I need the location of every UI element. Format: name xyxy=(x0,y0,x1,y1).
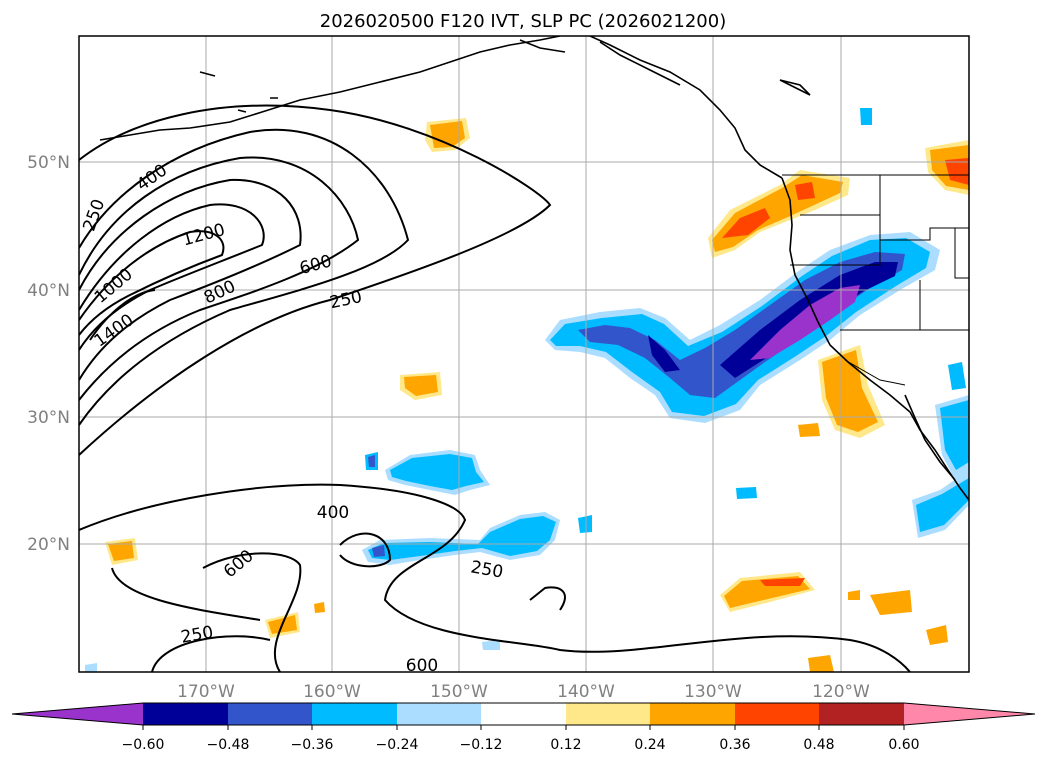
lat-label-50n: 50°N xyxy=(27,153,70,173)
contour-label: 600 xyxy=(406,656,438,676)
colorbar-segment xyxy=(312,703,397,725)
ivt-positive-patch xyxy=(822,350,878,432)
colorbar-ticks xyxy=(142,725,905,730)
colorbar-tick-label: −0.12 xyxy=(460,737,503,753)
ivt-positive-patch xyxy=(430,121,465,148)
colorbar-segment xyxy=(481,703,566,725)
ivt-positive-patch xyxy=(945,158,969,185)
ivt-positive-patch xyxy=(314,602,325,613)
colorbar-tick-labels: −0.60 −0.48 −0.36 −0.24 −0.12 0.12 0.24 … xyxy=(122,737,920,753)
colorbar-tick-label: 0.24 xyxy=(634,737,665,753)
ivt-negative-patch xyxy=(390,454,484,490)
longitude-labels: 170°W 160°W 150°W 140°W 130°W 120°W xyxy=(177,682,870,702)
colorbar-segment xyxy=(12,703,143,725)
ivt-negative-patch xyxy=(368,455,375,467)
slp-contours xyxy=(79,104,911,672)
ivt-positive-patch xyxy=(108,541,134,561)
colorbar-tick-label: −0.24 xyxy=(376,737,419,753)
lon-label-120w: 120°W xyxy=(812,682,870,702)
map-background xyxy=(79,36,969,672)
ivt-negative-patch xyxy=(916,478,969,532)
ivt-positive-patch xyxy=(798,423,820,437)
ivt-positive-patch xyxy=(808,655,834,672)
ivt-negative-patch xyxy=(578,515,592,533)
colorbar: −0.60 −0.48 −0.36 −0.24 −0.12 0.12 0.24 … xyxy=(11,702,1036,753)
ivt-negative-patch xyxy=(482,640,500,650)
ivt-negative-patch xyxy=(736,487,757,499)
ivt-negative-patch xyxy=(750,285,860,360)
ivt-positive-patch xyxy=(926,625,948,645)
figure-title: 2026020500 F120 IVT, SLP PC (2026021200) xyxy=(320,11,726,32)
lon-label-150w: 150°W xyxy=(430,682,488,702)
colorbar-segment xyxy=(566,703,650,725)
ivt-positive-patch xyxy=(848,590,860,600)
colorbar-segment xyxy=(904,703,1035,725)
map-frame xyxy=(78,35,970,673)
colorbar-segment xyxy=(819,703,904,725)
ivt-positive-patch xyxy=(722,182,815,238)
contour-label: 400 xyxy=(317,503,349,523)
lat-label-30n: 30°N xyxy=(27,408,70,428)
ivt-negative-patch xyxy=(368,516,556,560)
ivt-negative-patch xyxy=(860,108,872,125)
lat-label-20n: 20°N xyxy=(27,535,70,555)
map-panel: 400 250 1200 1000 800 600 250 1400 400 6… xyxy=(27,35,970,702)
ivt-negative-regions xyxy=(85,108,969,672)
colorbar-tick-label: 0.36 xyxy=(719,737,750,753)
colorbar-tick-label: −0.36 xyxy=(291,737,334,753)
colorbar-tick-label: 0.60 xyxy=(888,737,919,753)
ivt-positive-patch xyxy=(404,375,438,396)
coastlines xyxy=(99,36,969,501)
colorbar-tick-label: 0.12 xyxy=(550,737,581,753)
colorbar-tick-label: 0.48 xyxy=(803,737,834,753)
ivt-positive-patch xyxy=(760,578,805,586)
colorbar-tick-label: −0.60 xyxy=(122,737,165,753)
lat-label-40n: 40°N xyxy=(27,281,70,301)
ivt-negative-patch xyxy=(85,663,97,672)
colorbar-segment xyxy=(650,703,735,725)
ivt-negative-patch xyxy=(948,362,966,390)
lon-label-170w: 170°W xyxy=(177,682,235,702)
lon-label-130w: 130°W xyxy=(684,682,742,702)
colorbar-tick-label: −0.48 xyxy=(207,737,250,753)
colorbar-segment xyxy=(735,703,819,725)
ivt-positive-patch xyxy=(870,590,912,615)
colorbar-segment xyxy=(143,703,228,725)
colorbar-segment xyxy=(397,703,481,725)
latitude-labels: 50°N 40°N 30°N 20°N xyxy=(27,153,70,555)
lon-label-160w: 160°W xyxy=(303,682,361,702)
colorbar-segment xyxy=(228,703,312,725)
political-borders xyxy=(782,174,969,386)
ivt-positive-regions xyxy=(105,118,969,672)
ivt-negative-patch xyxy=(372,545,385,557)
lon-label-140w: 140°W xyxy=(557,682,615,702)
